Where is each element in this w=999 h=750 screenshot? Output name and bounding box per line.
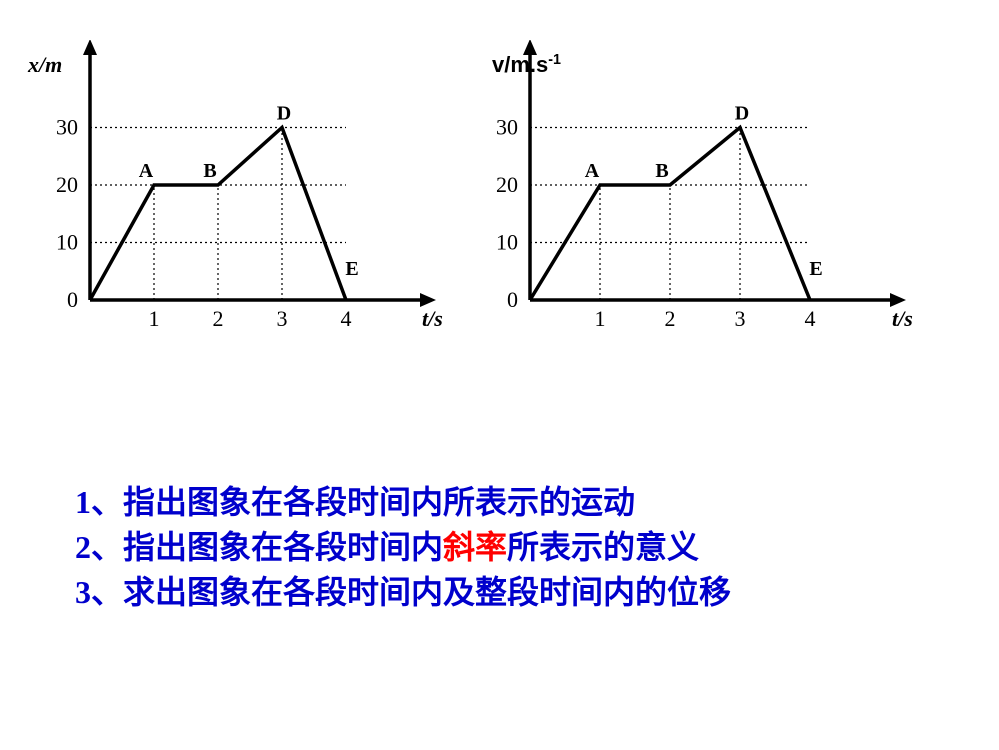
question-2: 2、指出图象在各段时间内斜率所表示的意义 (75, 525, 731, 570)
svg-text:A: A (139, 160, 154, 182)
q1-num: 1 (75, 484, 91, 520)
position-time-chart: 0 10 20 30 1 2 3 4 x/m t/s A B D E (20, 40, 460, 350)
velocity-time-chart: 0 10 20 30 1 2 3 4 v/m.s-1 t/s A B D E (460, 40, 930, 350)
q2-suffix: 所表示的意义 (507, 529, 699, 565)
svg-text:3: 3 (735, 306, 746, 331)
svg-text:E: E (345, 258, 358, 280)
svg-text:1: 1 (149, 306, 160, 331)
page-container: 0 10 20 30 1 2 3 4 x/m t/s A B D E 0 10 20 30 1 2 3 4 v/m.s-1… (0, 0, 999, 750)
q1-text: 、指出图象在各段时间内所表示的运动 (91, 484, 635, 520)
svg-text:A: A (585, 160, 600, 182)
svg-text:B: B (203, 160, 216, 182)
svg-text:D: D (277, 103, 291, 125)
svg-text:3: 3 (277, 306, 288, 331)
svg-text:10: 10 (496, 230, 518, 255)
svg-text:t/s: t/s (892, 306, 913, 331)
q2-num: 2 (75, 529, 91, 565)
q3-num: 3 (75, 574, 91, 610)
svg-text:E: E (809, 258, 822, 280)
svg-text:4: 4 (805, 306, 816, 331)
svg-text:x/m: x/m (27, 52, 62, 77)
svg-text:B: B (655, 160, 668, 182)
svg-text:D: D (735, 103, 749, 125)
q2-highlight: 斜率 (443, 529, 507, 565)
svg-text:2: 2 (213, 306, 224, 331)
q3-text: 、求出图象在各段时间内及整段时间内的位移 (91, 574, 731, 610)
svg-text:2: 2 (665, 306, 676, 331)
svg-text:4: 4 (341, 306, 352, 331)
svg-text:20: 20 (496, 172, 518, 197)
question-1: 1、指出图象在各段时间内所表示的运动 (75, 480, 731, 525)
q2-prefix: 、指出图象在各段时间内 (91, 529, 443, 565)
chart-right-wrap: 0 10 20 30 1 2 3 4 v/m.s-1 t/s A B D E (460, 40, 930, 355)
svg-text:0: 0 (67, 287, 78, 312)
svg-text:10: 10 (56, 230, 78, 255)
svg-text:20: 20 (56, 172, 78, 197)
svg-text:t/s: t/s (422, 306, 443, 331)
chart-left-wrap: 0 10 20 30 1 2 3 4 x/m t/s A B D E (20, 40, 460, 355)
svg-text:v/m.s-1: v/m.s-1 (492, 52, 561, 77)
svg-text:30: 30 (496, 115, 518, 140)
svg-text:1: 1 (595, 306, 606, 331)
questions-block: 1、指出图象在各段时间内所表示的运动 2、指出图象在各段时间内斜率所表示的意义 … (75, 480, 731, 614)
svg-text:0: 0 (507, 287, 518, 312)
charts-row: 0 10 20 30 1 2 3 4 x/m t/s A B D E 0 10 20 30 1 2 3 4 v/m.s-1… (0, 0, 999, 355)
question-3: 3、求出图象在各段时间内及整段时间内的位移 (75, 570, 731, 615)
svg-text:30: 30 (56, 115, 78, 140)
